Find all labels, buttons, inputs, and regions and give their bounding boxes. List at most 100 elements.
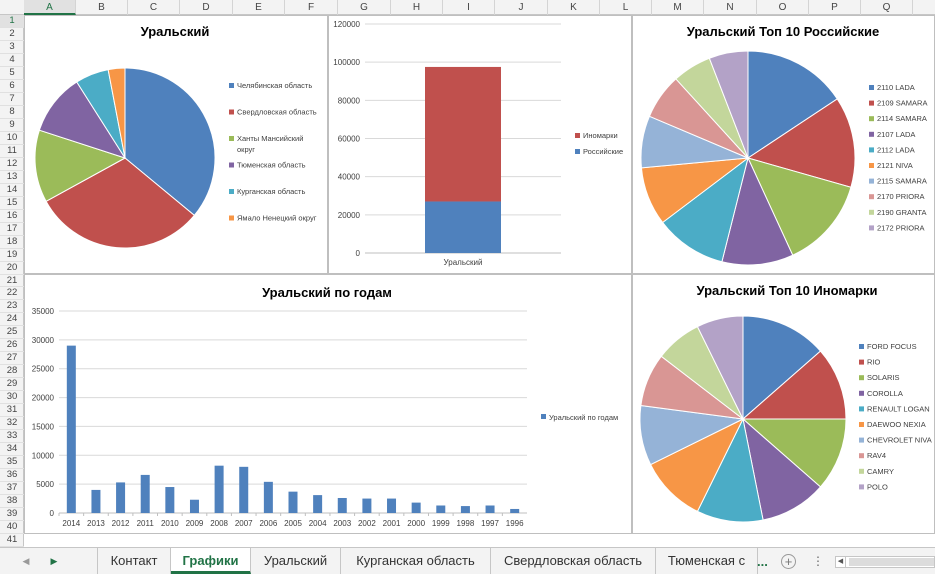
- row-header-38[interactable]: 38: [0, 495, 24, 509]
- column-header-Q[interactable]: Q: [861, 0, 913, 15]
- row-header-24[interactable]: 24: [0, 313, 24, 327]
- bar[interactable]: [116, 482, 126, 513]
- sheet-tab[interactable]: Свердловская область: [491, 548, 656, 574]
- bar[interactable]: [510, 508, 520, 513]
- sheet-tab[interactable]: Уральский: [251, 548, 341, 574]
- chart-top10-foreign-pie[interactable]: Уральский Топ 10 Иномарки FORD FOCUS RIO SO…: [632, 274, 935, 534]
- row-header-37[interactable]: 37: [0, 482, 24, 496]
- column-header-N[interactable]: N: [704, 0, 757, 15]
- row-header-22[interactable]: 22: [0, 287, 24, 301]
- row-header-34[interactable]: 34: [0, 443, 24, 457]
- next-sheet-arrow-icon[interactable]: ▶: [50, 556, 58, 566]
- row-header-33[interactable]: 33: [0, 430, 24, 444]
- row-header-31[interactable]: 31: [0, 404, 24, 418]
- column-header-D[interactable]: D: [180, 0, 233, 15]
- row-header-28[interactable]: 28: [0, 365, 24, 379]
- bar[interactable]: [263, 481, 273, 513]
- bar[interactable]: [485, 505, 495, 513]
- row-header-39[interactable]: 39: [0, 508, 24, 522]
- bar[interactable]: [436, 505, 446, 513]
- row-header-2[interactable]: 2: [0, 28, 24, 41]
- scrollbar-thumb[interactable]: [849, 558, 934, 566]
- tab-menu-icon[interactable]: ⋮: [812, 554, 824, 568]
- sheet-tab[interactable]: Тюменская с: [656, 548, 758, 574]
- row-header-9[interactable]: 9: [0, 119, 24, 132]
- pie-slice[interactable]: [742, 315, 822, 421]
- bar[interactable]: [288, 491, 298, 513]
- column-header-O[interactable]: O: [757, 0, 809, 15]
- row-header-17[interactable]: 17: [0, 223, 24, 236]
- chart-by-years-bar[interactable]: Уральский по годам 0 5000 10000 15000 20000 25…: [24, 274, 632, 534]
- pie-slice[interactable]: [708, 50, 749, 159]
- row-header-29[interactable]: 29: [0, 378, 24, 392]
- more-tabs-indicator[interactable]: ...: [757, 554, 768, 569]
- horizontal-scrollbar[interactable]: ◀: [835, 556, 935, 568]
- row-header-21[interactable]: 21: [0, 275, 24, 288]
- bar-segment[interactable]: [425, 66, 501, 202]
- row-header-18[interactable]: 18: [0, 236, 24, 249]
- row-header-20[interactable]: 20: [0, 262, 24, 275]
- row-header-6[interactable]: 6: [0, 80, 24, 93]
- pie-slice[interactable]: [747, 157, 852, 256]
- bar[interactable]: [337, 497, 347, 513]
- chart-stacked-bar[interactable]: 0 20000 40000 60000 80000 100000 120000 Уральск…: [328, 15, 632, 274]
- bar[interactable]: [91, 489, 101, 513]
- row-header-26[interactable]: 26: [0, 339, 24, 353]
- prev-sheet-arrow-icon[interactable]: ◀: [22, 556, 30, 566]
- column-header-I[interactable]: I: [443, 0, 495, 15]
- row-header-10[interactable]: 10: [0, 132, 24, 145]
- column-header-M[interactable]: M: [652, 0, 704, 15]
- row-header-8[interactable]: 8: [0, 106, 24, 119]
- bar[interactable]: [140, 474, 150, 513]
- row-header-32[interactable]: 32: [0, 417, 24, 431]
- pie-slice[interactable]: [741, 350, 847, 420]
- column-header-L[interactable]: L: [600, 0, 652, 15]
- column-header-P[interactable]: P: [809, 0, 861, 15]
- row-header-4[interactable]: 4: [0, 54, 24, 67]
- row-header-19[interactable]: 19: [0, 249, 24, 262]
- column-header-E[interactable]: E: [233, 0, 285, 15]
- chart-region-pie[interactable]: Уральский Челябинская область Свердловская…: [24, 15, 328, 274]
- bar[interactable]: [165, 487, 175, 513]
- pie-slice[interactable]: [45, 157, 196, 249]
- row-header-23[interactable]: 23: [0, 300, 24, 314]
- column-header-A[interactable]: A: [24, 0, 76, 15]
- pie-slice[interactable]: [721, 156, 794, 266]
- bar[interactable]: [460, 506, 470, 513]
- bar[interactable]: [387, 498, 397, 513]
- row-header-36[interactable]: 36: [0, 469, 24, 483]
- row-header-7[interactable]: 7: [0, 93, 24, 106]
- pie-slice[interactable]: [124, 67, 216, 217]
- pie-slice[interactable]: [741, 418, 847, 488]
- bar[interactable]: [411, 502, 421, 513]
- row-header-3[interactable]: 3: [0, 41, 24, 54]
- bar-segment[interactable]: [425, 201, 501, 253]
- row-header-12[interactable]: 12: [0, 158, 24, 171]
- scroll-left-icon[interactable]: ◀: [836, 557, 846, 567]
- worksheet-grid[interactable]: Уральский Челябинская область Свердловская…: [24, 15, 935, 547]
- sheet-tab[interactable]: Графики: [171, 548, 251, 574]
- row-header-27[interactable]: 27: [0, 352, 24, 366]
- bar[interactable]: [362, 498, 372, 513]
- column-header-H[interactable]: H: [391, 0, 443, 15]
- row-header-14[interactable]: 14: [0, 184, 24, 197]
- column-header-F[interactable]: F: [285, 0, 338, 15]
- bar[interactable]: [66, 345, 76, 513]
- bar[interactable]: [214, 465, 224, 513]
- sheet-tab[interactable]: Курганская область: [341, 548, 491, 574]
- column-header-C[interactable]: C: [128, 0, 180, 15]
- column-header-J[interactable]: J: [495, 0, 548, 15]
- sheet-tab[interactable]: Контакт: [97, 548, 171, 574]
- bar[interactable]: [313, 495, 323, 513]
- row-header-5[interactable]: 5: [0, 67, 24, 80]
- row-header-35[interactable]: 35: [0, 456, 24, 470]
- row-header-13[interactable]: 13: [0, 171, 24, 184]
- row-header-15[interactable]: 15: [0, 197, 24, 210]
- chart-top10-russian-pie[interactable]: Уральский Топ 10 Российские 2110 LADA 2109…: [632, 15, 935, 274]
- pie-slice[interactable]: [747, 50, 838, 159]
- row-header-11[interactable]: 11: [0, 145, 24, 158]
- row-header-16[interactable]: 16: [0, 210, 24, 223]
- row-header-25[interactable]: 25: [0, 326, 24, 340]
- pie-slice[interactable]: [107, 67, 126, 159]
- column-header-K[interactable]: K: [548, 0, 600, 15]
